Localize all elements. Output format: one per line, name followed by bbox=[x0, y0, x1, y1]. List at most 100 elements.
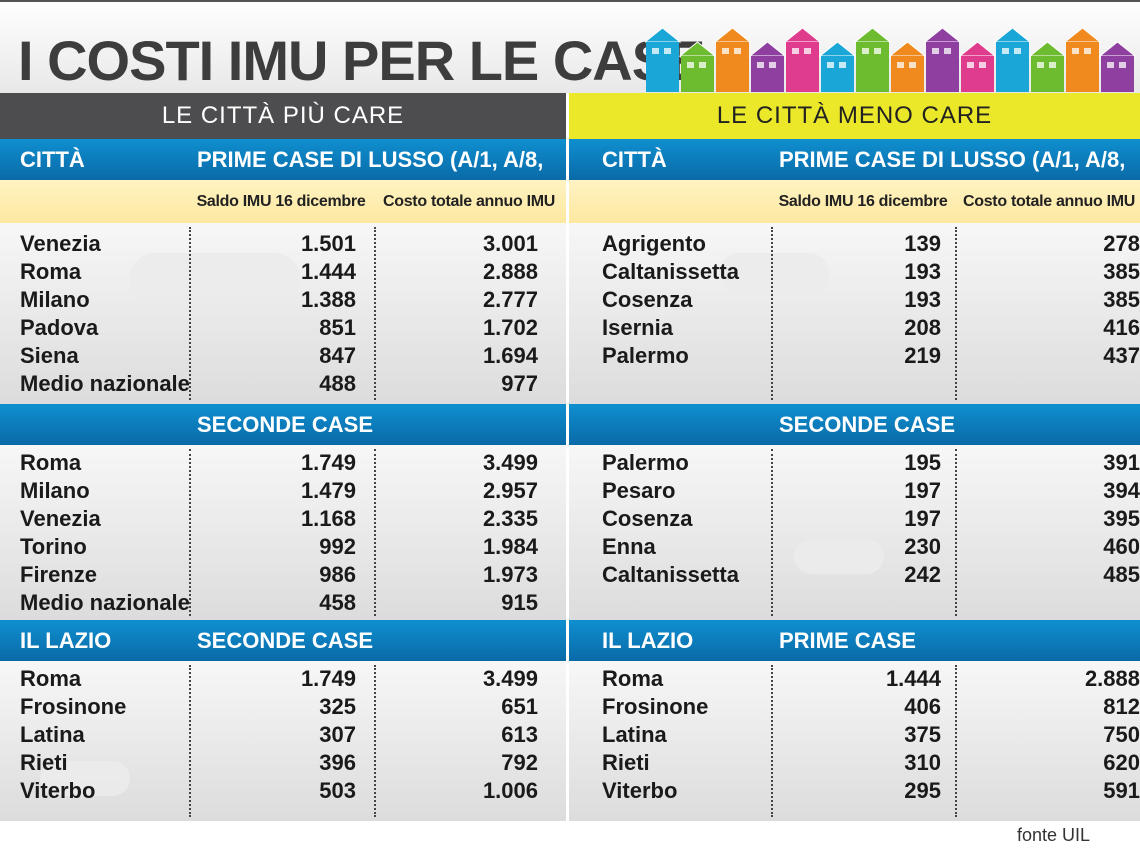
table-row: Caltanissetta 242 485 bbox=[569, 561, 1140, 589]
totale-value: 2.888 bbox=[1084, 666, 1140, 691]
table-row: Viterbo 295 591 bbox=[569, 777, 1140, 805]
totale-value: 792 bbox=[501, 750, 538, 775]
house-icon bbox=[783, 27, 822, 92]
city-name: Caltanissetta bbox=[602, 562, 739, 587]
totale-value: 2.777 bbox=[482, 287, 538, 312]
table-row: Padova 851 1.702 bbox=[0, 314, 566, 342]
header: I COSTI IMU PER LE CASE bbox=[0, 0, 1140, 93]
cloud-decoration bbox=[130, 253, 300, 303]
table-row: Frosinone 325 651 bbox=[0, 693, 566, 721]
city-name: Milano bbox=[20, 478, 90, 503]
table-row: Firenze 986 1.973 bbox=[0, 561, 566, 589]
house-icon bbox=[1028, 41, 1067, 92]
saldo-value: 1.388 bbox=[300, 287, 356, 312]
saldo-value: 307 bbox=[319, 722, 356, 747]
table-row: Cosenza 193 385 bbox=[569, 286, 1140, 314]
saldo-value: 1.749 bbox=[300, 666, 356, 691]
table-row: Frosinone 406 812 bbox=[569, 693, 1140, 721]
saldo-value: 197 bbox=[904, 478, 941, 503]
totale-value: 416 bbox=[1103, 315, 1140, 340]
totale-value: 651 bbox=[501, 694, 538, 719]
saldo-value: 1.168 bbox=[300, 506, 356, 531]
block-prime-case: Agrigento 139 278 Caltanissetta 193 385 Cosenz… bbox=[569, 223, 1140, 404]
city-name: Palermo bbox=[602, 450, 689, 475]
table-row: Palermo 219 437 bbox=[569, 342, 1140, 370]
totale-value: 915 bbox=[501, 590, 538, 615]
table-row: Caltanissetta 193 385 bbox=[569, 258, 1140, 286]
city-name: Milano bbox=[20, 287, 90, 312]
source-credit: fonte UIL bbox=[1016, 825, 1090, 845]
table-row: Enna 230 460 bbox=[569, 533, 1140, 561]
city-name: Frosinone bbox=[20, 694, 127, 719]
totale-value: 485 bbox=[1103, 562, 1140, 587]
house-icon bbox=[958, 41, 997, 92]
lazio-title: IL LAZIO bbox=[602, 628, 694, 653]
table-row: Venezia 1.501 3.001 bbox=[0, 230, 566, 258]
table-row: Roma 1.749 3.499 bbox=[0, 665, 566, 693]
city-header: CITTÀ bbox=[602, 147, 667, 172]
totale-value: 613 bbox=[501, 722, 538, 747]
house-icon bbox=[1063, 27, 1102, 92]
block-lazio: Roma 1.444 2.888 Frosinone 406 812 Latina 375 75… bbox=[569, 661, 1140, 821]
house-icon bbox=[853, 27, 892, 92]
totale-value: 812 bbox=[1103, 694, 1140, 719]
city-name: Rieti bbox=[602, 750, 650, 775]
table-row: Latina 375 750 bbox=[569, 721, 1140, 749]
column-divider bbox=[955, 665, 957, 817]
city-name: Venezia bbox=[20, 506, 101, 531]
totale-value: 437 bbox=[1103, 343, 1140, 368]
table-row: Milano 1.479 2.957 bbox=[0, 477, 566, 505]
footer bbox=[0, 821, 1140, 851]
totale-value: 3.499 bbox=[482, 666, 538, 691]
table-row: Isernia 208 416 bbox=[569, 314, 1140, 342]
column-divider bbox=[189, 227, 191, 400]
col-totale-header: Costo totale annuo IMU bbox=[962, 193, 1136, 210]
table-row: Siena 847 1.694 bbox=[0, 342, 566, 370]
city-name: Siena bbox=[20, 343, 79, 368]
cloud-decoration bbox=[40, 761, 130, 796]
saldo-value: 503 bbox=[319, 778, 356, 803]
block-seconde-case: Roma 1.749 3.499 Milano 1.479 2.957 Venezia 1.1… bbox=[0, 445, 566, 620]
city-name: Palermo bbox=[602, 343, 689, 368]
city-name: Agrigento bbox=[602, 231, 706, 256]
col-saldo-header: Saldo IMU 16 dicembre bbox=[778, 193, 948, 210]
city-name: Pesaro bbox=[602, 478, 676, 503]
house-icon bbox=[818, 41, 857, 92]
block-prime-case: Venezia 1.501 3.001 Roma 1.444 2.888 Milano 1.3… bbox=[0, 223, 566, 404]
saldo-value: 851 bbox=[319, 315, 356, 340]
saldo-value: 986 bbox=[319, 562, 356, 587]
city-name: Firenze bbox=[20, 562, 98, 587]
house-icon bbox=[748, 41, 787, 92]
city-name: Cosenza bbox=[602, 506, 693, 531]
column-divider bbox=[955, 449, 957, 616]
saldo-value: 1.479 bbox=[300, 478, 356, 503]
table-row: Roma 1.444 2.888 bbox=[569, 665, 1140, 693]
city-name: Padova bbox=[20, 315, 99, 340]
city-name: Caltanissetta bbox=[602, 259, 739, 284]
table-row: Cosenza 197 395 bbox=[569, 505, 1140, 533]
city-name: Rieti bbox=[20, 750, 68, 775]
table-row: Palermo 195 391 bbox=[569, 449, 1140, 477]
city-name: Viterbo bbox=[20, 778, 96, 803]
lazio-bar: IL LAZIO PRIME CASE bbox=[569, 620, 1140, 661]
city-header: CITTÀ bbox=[20, 147, 85, 172]
saldo-value: 295 bbox=[904, 778, 941, 803]
saldo-value: 1.444 bbox=[885, 666, 941, 691]
totale-value: 1.694 bbox=[482, 343, 538, 368]
saldo-value: 325 bbox=[319, 694, 356, 719]
saldo-value: 406 bbox=[904, 694, 941, 719]
seconde-case-bar: SECONDE CASE bbox=[0, 404, 566, 445]
totale-value: 1.973 bbox=[482, 562, 538, 587]
panel-most-expensive: CITTÀ PRIME CASE DI LUSSO (A/1, A/8, A/9… bbox=[0, 139, 566, 821]
saldo-value: 396 bbox=[319, 750, 356, 775]
city-name: Isernia bbox=[602, 315, 673, 340]
totale-value: 2.957 bbox=[482, 478, 538, 503]
totale-value: 620 bbox=[1103, 750, 1140, 775]
totale-value: 3.001 bbox=[482, 231, 538, 256]
column-divider bbox=[189, 449, 191, 616]
cloud-decoration bbox=[794, 539, 884, 574]
totale-value: 591 bbox=[1103, 778, 1140, 803]
table-row: Pesaro 197 394 bbox=[569, 477, 1140, 505]
city-name: Roma bbox=[20, 666, 82, 691]
column-subheader: Saldo IMU 16 dicembre Costo totale annuo… bbox=[569, 180, 1140, 223]
